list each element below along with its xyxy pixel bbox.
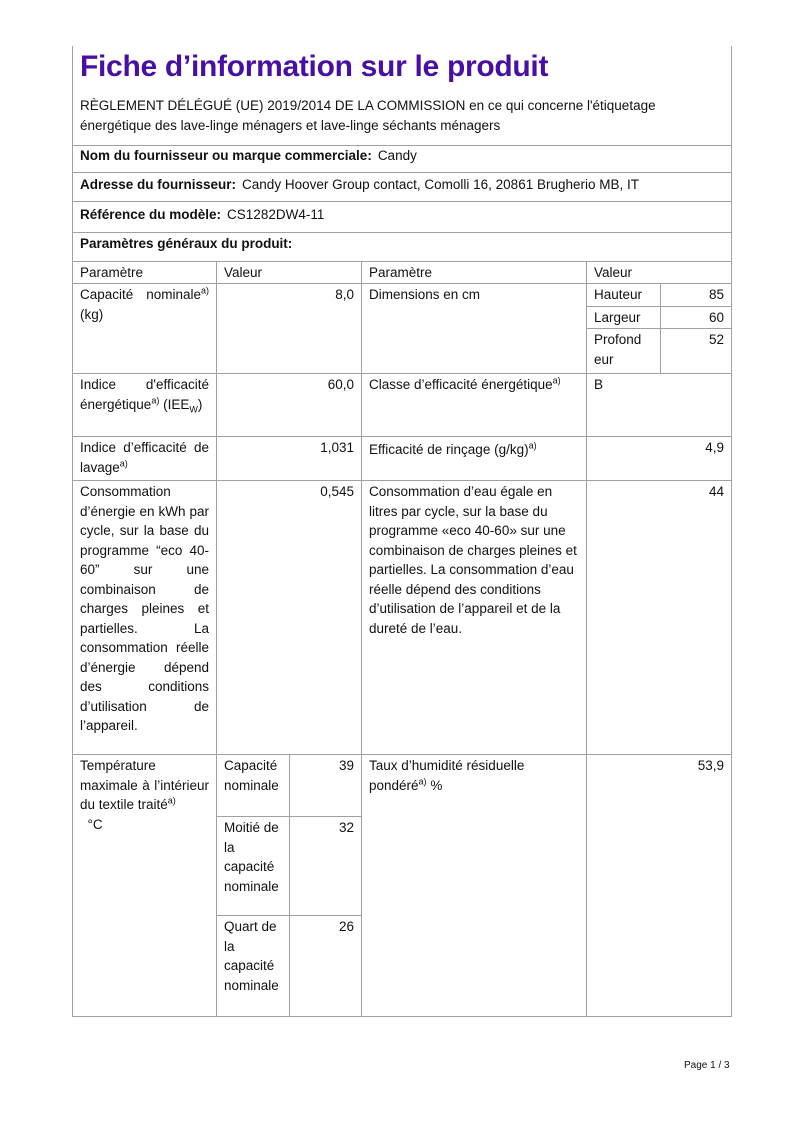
energy-consumption-value: 0,545 (216, 480, 362, 755)
general-params-heading: Paramètres généraux du produit: (80, 234, 298, 254)
temp-full-capacity-value: 39 (289, 754, 362, 817)
frame-right (731, 46, 732, 261)
energy-class-label: Classe d’efficacité énergétiquea) (361, 373, 587, 437)
model-value: CS1282DW4-11 (227, 207, 325, 222)
supplier-value: Candy (377, 148, 417, 163)
energy-consumption-label: Consommation d’énergie en kWh par cycle,… (72, 480, 217, 755)
humidity-label: Taux d’humidité résiduelle pondéréa) % (361, 754, 587, 1017)
page-title: Fiche d’information sur le produit (80, 50, 549, 83)
capacity-label: Capacité nominalea) (kg) (72, 283, 217, 374)
rinsing-label: Efficacité de rinçage (g/kg)a) (361, 436, 587, 481)
humidity-value: 53,9 (586, 754, 732, 1017)
dimension-width-value: 60 (660, 306, 732, 329)
header-value-2: Valeur (586, 261, 732, 284)
supplier-info: Nom du fournisseur ou marque commerciale… (80, 146, 417, 166)
supplier-label: Nom du fournisseur ou marque commerciale… (80, 148, 372, 163)
rinsing-value: 4,9 (586, 436, 732, 481)
dimension-width-label: Largeur (586, 306, 661, 329)
temperature-label: Température maximale à l’intérieur du te… (72, 754, 217, 1017)
capacity-value: 8,0 (216, 283, 362, 374)
frame-left (72, 46, 73, 261)
washing-label: Indice d’efficacité de lavagea) (72, 436, 217, 481)
general-params-label: Paramètres généraux du produit: (80, 236, 293, 251)
dimension-height-value: 85 (660, 283, 732, 307)
dimension-height-label: Hauteur (586, 283, 661, 307)
temp-half-capacity-label: Moitié de la capacité nominale (216, 816, 290, 916)
header-value-1: Valeur (216, 261, 362, 284)
model-label: Référence du modèle: (80, 207, 222, 222)
divider (72, 232, 732, 233)
divider (72, 145, 732, 146)
temp-quarter-capacity-label: Quart de la capacité nominale (216, 915, 290, 1017)
header-param-2: Paramètre (361, 261, 587, 284)
temp-full-capacity-label: Capacité nominale (216, 754, 290, 817)
dimension-depth-value: 52 (660, 328, 732, 374)
model-info: Référence du modèle: CS1282DW4-11 (80, 205, 324, 225)
divider (72, 172, 732, 173)
regulation-text: RÈGLEMENT DÉLÉGUÉ (UE) 2019/2014 DE LA C… (80, 98, 656, 133)
dimension-depth-label: Profondeur (586, 328, 661, 374)
address-label: Adresse du fournisseur: (80, 177, 237, 192)
address-info: Adresse du fournisseur: Candy Hoover Grou… (80, 175, 639, 195)
dimensions-label: Dimensions en cm (361, 283, 587, 374)
divider (72, 201, 732, 202)
header-param-1: Paramètre (72, 261, 217, 284)
address-value: Candy Hoover Group contact, Comolli 16, … (242, 177, 639, 192)
eei-label: Indice d'efficacité énergétiquea) (IEEW) (72, 373, 217, 437)
washing-value: 1,031 (216, 436, 362, 481)
temp-half-capacity-value: 32 (289, 816, 362, 916)
energy-class-value: B (586, 373, 732, 437)
water-consumption-label: Consommation d’eau égale en litres par c… (361, 480, 587, 755)
temp-quarter-capacity-value: 26 (289, 915, 362, 1017)
eei-value: 60,0 (216, 373, 362, 437)
page-number: Page 1 / 3 (684, 1060, 730, 1071)
water-consumption-value: 44 (586, 480, 732, 755)
